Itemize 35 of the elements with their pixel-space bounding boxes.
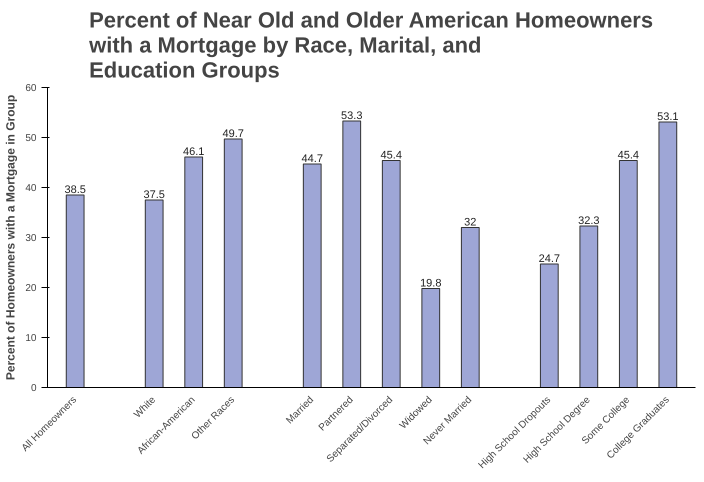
data-label: 53.3 bbox=[341, 110, 362, 122]
bar bbox=[618, 160, 638, 388]
data-label: 44.7 bbox=[302, 153, 323, 165]
y-tick-label: 20 bbox=[25, 283, 37, 294]
y-tick-label: 50 bbox=[25, 133, 37, 144]
bar bbox=[658, 122, 678, 388]
data-label: 32.3 bbox=[578, 215, 600, 227]
y-axis-title: Percent of Homeowners with a Mortgage in Group bbox=[3, 94, 18, 380]
bar bbox=[540, 264, 559, 388]
y-tick-label: 10 bbox=[25, 333, 37, 344]
data-label: 24.7 bbox=[538, 253, 560, 265]
data-label: 45.4 bbox=[380, 150, 402, 162]
bar bbox=[302, 164, 322, 388]
bar bbox=[144, 200, 164, 388]
data-label: 46.1 bbox=[182, 146, 204, 158]
bar bbox=[421, 288, 440, 388]
bar bbox=[342, 120, 362, 388]
chart-title: Percent of Near Old and Older American Homeowners with a Mortgage by Race, Marital, and Education Groups bbox=[88, 8, 654, 82]
data-label: 49.7 bbox=[222, 128, 244, 140]
y-tick-label: 40 bbox=[25, 183, 37, 194]
data-label: 32 bbox=[464, 216, 476, 228]
bar bbox=[184, 156, 204, 388]
data-label: 38.5 bbox=[64, 184, 86, 196]
data-label: 37.5 bbox=[143, 189, 165, 201]
y-tick-label: 60 bbox=[25, 83, 37, 94]
bar bbox=[224, 138, 243, 388]
data-label: 19.8 bbox=[420, 278, 442, 290]
bar bbox=[382, 160, 401, 388]
y-tick-label: 30 bbox=[25, 233, 37, 244]
bar bbox=[579, 226, 598, 388]
data-label: 45.4 bbox=[618, 150, 640, 162]
y-tick-label: 0 bbox=[30, 383, 37, 394]
bar bbox=[66, 194, 85, 388]
data-label: 53.1 bbox=[657, 111, 679, 123]
bar bbox=[460, 227, 480, 388]
